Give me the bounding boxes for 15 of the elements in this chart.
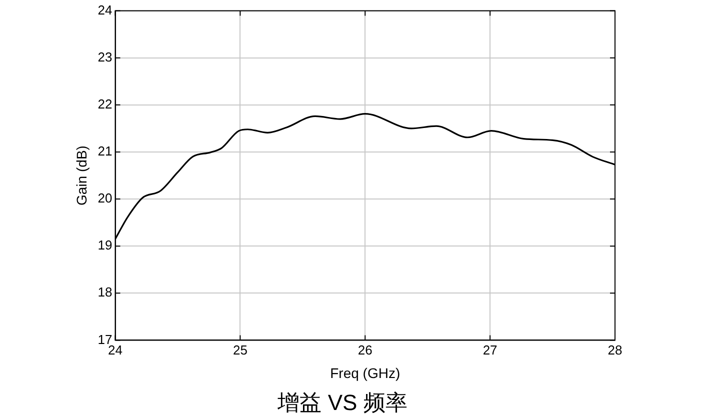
y-tick-label: 24 [98, 2, 112, 18]
x-axis-title: Freq (GHz) [330, 365, 400, 382]
x-tick-label: 24 [108, 342, 122, 358]
y-tick-label: 19 [98, 238, 112, 253]
x-tick-label: 26 [358, 342, 372, 358]
y-axis-title: Gain (dB) [73, 146, 90, 206]
y-tick-label: 23 [98, 49, 112, 64]
x-tick-label: 25 [232, 342, 248, 358]
y-tick-label: 21 [98, 144, 112, 159]
y-tick-label: 18 [98, 284, 112, 300]
text: 增益 VS 频率 [276, 390, 408, 415]
x-tick-label: 28 [608, 342, 622, 358]
y-tick-label: 22 [98, 96, 112, 112]
x-tick-label: 27 [482, 342, 498, 358]
y-tick-label: 20 [98, 190, 112, 206]
